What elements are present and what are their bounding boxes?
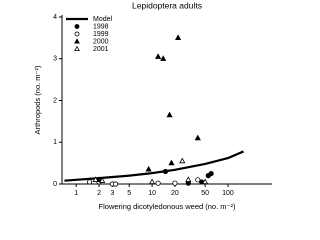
circle-marker bbox=[86, 179, 93, 185]
legend-label: 2000 bbox=[93, 38, 109, 45]
y-tick-label: 0 bbox=[53, 181, 57, 188]
circle-marker bbox=[162, 168, 169, 175]
chart: Lepidoptera adults Flowering dicotyledon… bbox=[33, 0, 272, 211]
x-tick-label: 3 bbox=[110, 190, 114, 197]
triangle-marker bbox=[155, 53, 162, 59]
triangle-marker bbox=[145, 165, 152, 172]
legend-label: 2001 bbox=[93, 46, 109, 53]
triangle-marker bbox=[92, 176, 99, 182]
triangle-marker bbox=[160, 55, 167, 61]
legend-marker bbox=[74, 24, 80, 29]
x-tick-label: 100 bbox=[222, 190, 234, 197]
circle-marker bbox=[208, 170, 214, 177]
triangle-marker bbox=[185, 176, 192, 182]
x-tick-label: 50 bbox=[201, 190, 209, 197]
y-tick-label: 4 bbox=[53, 14, 57, 21]
x-tick-label: 10 bbox=[148, 190, 156, 197]
triangle-marker bbox=[149, 178, 156, 185]
triangle-marker bbox=[179, 157, 186, 164]
y-tick-label: 2 bbox=[53, 97, 57, 104]
y-tick-label: 3 bbox=[53, 56, 57, 63]
x-tick-label: 2 bbox=[97, 190, 101, 197]
circle-marker bbox=[112, 181, 119, 187]
circle-marker bbox=[155, 180, 161, 186]
triangle-marker bbox=[202, 178, 209, 185]
triangle-marker bbox=[168, 159, 175, 166]
x-tick-label: 20 bbox=[171, 190, 179, 197]
chart-title: Lepidoptera adults bbox=[132, 0, 202, 10]
legend-label: 1999 bbox=[93, 31, 109, 38]
legend-label: Model bbox=[93, 16, 113, 23]
circle-marker bbox=[172, 180, 178, 186]
legend-marker bbox=[74, 38, 80, 44]
model-line bbox=[64, 150, 244, 182]
y-axis-label: Arthropods (no. m⁻²) bbox=[33, 65, 42, 134]
legend-marker bbox=[74, 31, 80, 37]
x-axis-label: Flowering dicotyledonous weed (no. m⁻²) bbox=[99, 202, 236, 211]
triangle-marker bbox=[99, 177, 106, 183]
triangle-marker bbox=[194, 134, 201, 141]
legend-label: 1998 bbox=[93, 23, 109, 30]
x-tick-label: 1 bbox=[74, 190, 78, 197]
x-tick-label: 5 bbox=[127, 190, 131, 197]
triangle-marker bbox=[166, 111, 173, 118]
legend-marker bbox=[74, 45, 80, 51]
triangle-marker bbox=[174, 34, 182, 41]
circle-marker bbox=[195, 177, 201, 183]
y-tick-label: 1 bbox=[53, 139, 57, 146]
